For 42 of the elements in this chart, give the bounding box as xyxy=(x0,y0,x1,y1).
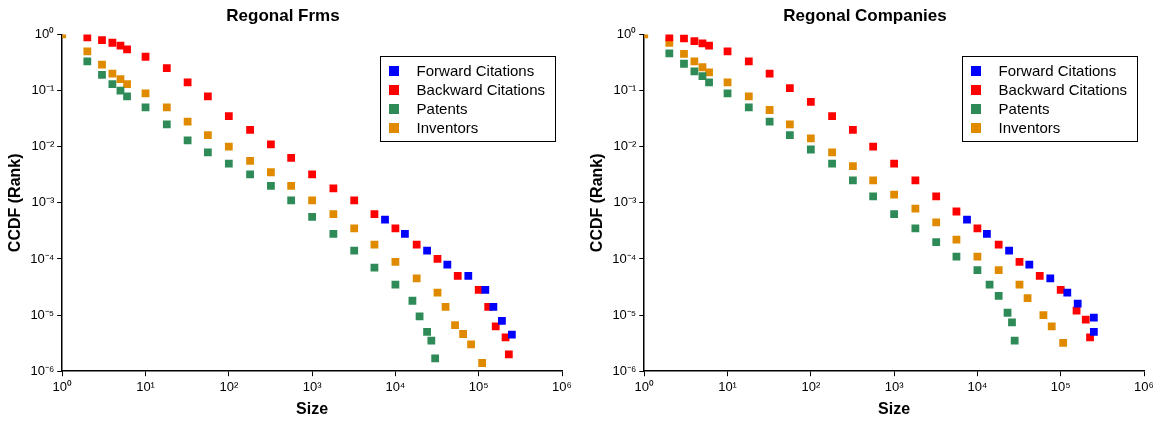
y-tick-label: 10⁻² xyxy=(613,138,637,154)
x-tick-label: 10⁵ xyxy=(468,378,489,394)
y-axis-title: CCDF (Rank) xyxy=(6,153,24,253)
x-tick-label: 10⁴ xyxy=(385,378,406,394)
y-tick-label: 10⁻³ xyxy=(613,194,637,210)
x-tick-label: 10³ xyxy=(884,378,905,394)
chart-title: Regonal Companies xyxy=(783,5,947,25)
y-tick-label: 10⁻¹ xyxy=(31,82,55,98)
legend-label: Inventors xyxy=(416,118,479,137)
x-tick-label: 10⁰ xyxy=(52,378,72,394)
y-tick-label: 10⁰ xyxy=(34,25,55,41)
y-tick-label: 10⁻⁵ xyxy=(30,306,55,322)
y-tick-label: 10⁻² xyxy=(31,138,55,154)
x-tick-label: 10⁶ xyxy=(1134,378,1154,394)
y-tick-label: 10⁻⁶ xyxy=(30,362,55,378)
y-tick-label: 10⁻³ xyxy=(31,194,55,210)
x-tick-label: 10¹ xyxy=(136,378,156,394)
y-tick-label: 10⁰ xyxy=(616,25,637,41)
x-tick-label: 10¹ xyxy=(718,378,738,394)
legend-label: Patents xyxy=(416,99,468,118)
y-tick-label: 10⁻⁴ xyxy=(612,250,637,266)
legend-label: Patents xyxy=(998,99,1050,118)
legend-label: Backward Citations xyxy=(416,80,545,99)
x-tick-label: 10⁰ xyxy=(634,378,654,394)
y-tick-label: 10⁻⁶ xyxy=(612,362,637,378)
x-tick-label: 10⁶ xyxy=(552,378,572,394)
x-tick-label: 10² xyxy=(219,378,239,394)
y-tick-label: 10⁻⁴ xyxy=(30,250,55,266)
legend-label: Forward Citations xyxy=(998,61,1117,80)
y-tick-label: 10⁻¹ xyxy=(613,82,637,98)
legend-label: Inventors xyxy=(998,118,1061,137)
x-tick-label: 10² xyxy=(801,378,821,394)
x-tick-label: 10⁴ xyxy=(967,378,988,394)
y-axis-title: CCDF (Rank) xyxy=(588,153,606,253)
chart-title: Regonal Frms xyxy=(226,5,340,25)
x-axis-title: Size xyxy=(878,399,911,417)
x-tick-label: 10³ xyxy=(302,378,323,394)
legend-label: Forward Citations xyxy=(416,61,535,80)
legend-label: Backward Citations xyxy=(998,80,1127,99)
x-tick-label: 10⁵ xyxy=(1050,378,1071,394)
x-axis-title: Size xyxy=(296,399,329,417)
y-tick-label: 10⁻⁵ xyxy=(612,306,637,322)
